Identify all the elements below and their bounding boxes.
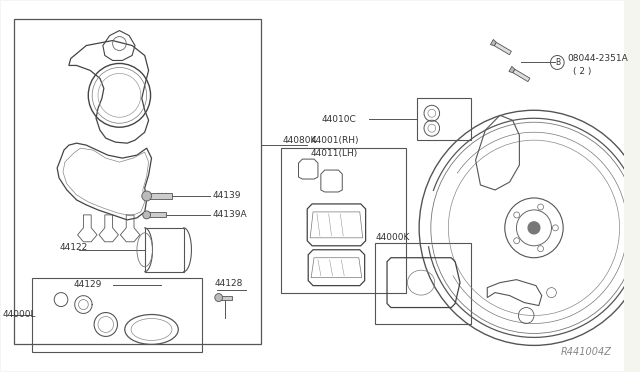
Polygon shape bbox=[494, 42, 511, 55]
Bar bbox=[375, 243, 471, 324]
Bar bbox=[217, 296, 232, 299]
Text: 44128: 44128 bbox=[215, 279, 243, 288]
Text: 44000L: 44000L bbox=[3, 310, 36, 319]
Circle shape bbox=[142, 191, 152, 201]
Text: 44139: 44139 bbox=[213, 192, 241, 201]
Text: 44000K: 44000K bbox=[375, 233, 410, 242]
Bar bbox=[14, 19, 262, 344]
Text: 44010C: 44010C bbox=[322, 115, 356, 124]
Bar bbox=[32, 278, 202, 352]
Text: 08044-2351A: 08044-2351A bbox=[567, 54, 628, 63]
Text: R441004Z: R441004Z bbox=[561, 347, 612, 357]
Circle shape bbox=[215, 294, 223, 302]
Polygon shape bbox=[490, 39, 496, 46]
Text: 44080K: 44080K bbox=[283, 136, 317, 145]
Text: 44011(LH): 44011(LH) bbox=[310, 149, 357, 158]
Bar bbox=[145, 228, 184, 272]
Text: 44001(RH): 44001(RH) bbox=[310, 136, 358, 145]
Circle shape bbox=[528, 222, 540, 234]
Bar bbox=[281, 148, 406, 293]
Bar bbox=[417, 98, 471, 140]
Text: 44122: 44122 bbox=[59, 243, 87, 252]
Polygon shape bbox=[509, 66, 515, 73]
Text: ( 2 ): ( 2 ) bbox=[573, 67, 591, 76]
Circle shape bbox=[143, 211, 150, 219]
Polygon shape bbox=[513, 69, 530, 81]
Text: B: B bbox=[555, 58, 560, 67]
Bar bbox=[145, 193, 172, 199]
Text: 44139A: 44139A bbox=[213, 211, 248, 219]
Bar bbox=[145, 212, 166, 217]
Text: 44129: 44129 bbox=[74, 280, 102, 289]
